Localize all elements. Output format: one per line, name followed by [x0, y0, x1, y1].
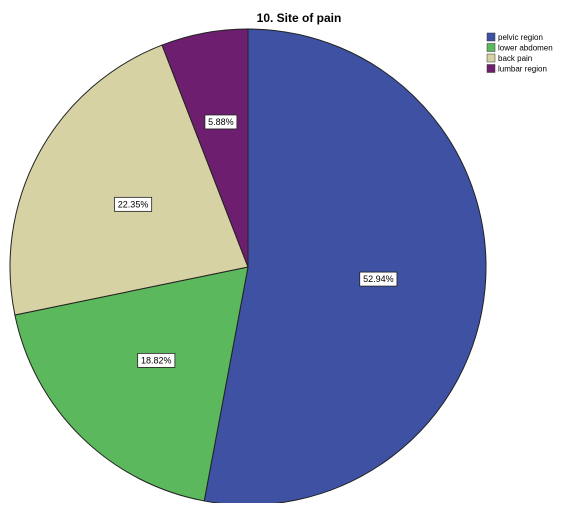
slice-value-label-pelvic-region: 52.94%: [363, 274, 394, 284]
chart-title: 10. Site of pain: [257, 11, 342, 25]
legend-swatch-pelvic-region: [486, 32, 496, 42]
legend-label-lower-abdomen: lower abdomen: [498, 44, 553, 53]
slice-value-label-box-lumbar-region: [204, 114, 238, 130]
slice-value-label-box-lower-abdomen: [137, 352, 176, 368]
legend-swatch-lumbar-region: [486, 64, 496, 73]
legend-label-lumbar-region: lumbar region: [498, 65, 547, 74]
slice-value-label-lumbar-region: 5.88%: [208, 117, 234, 127]
legend-swatch-back-pain: [486, 53, 496, 63]
legend-label-pelvic-region: pelvic region: [498, 33, 543, 42]
slice-value-label-lower-abdomen: 18.82%: [141, 355, 172, 365]
pie-slice-pelvic-region: [203, 28, 487, 506]
pie-slices: [9, 28, 487, 506]
slice-value-label-box-back-pain: [114, 196, 153, 212]
pie-slice-back-pain: [9, 44, 249, 316]
pie-slice-lumbar-region: [161, 28, 249, 268]
legend-swatch-lower-abdomen: [486, 43, 496, 52]
pie-slice-lower-abdomen: [14, 266, 249, 502]
slice-value-label-back-pain: 22.35%: [118, 199, 149, 209]
slice-value-label-box-pelvic-region: [359, 271, 398, 287]
legend-label-back-pain: back pain: [498, 54, 532, 63]
pie-slice-labels: 52.94% 18.82% 22.35% 5.88%: [114, 114, 398, 368]
